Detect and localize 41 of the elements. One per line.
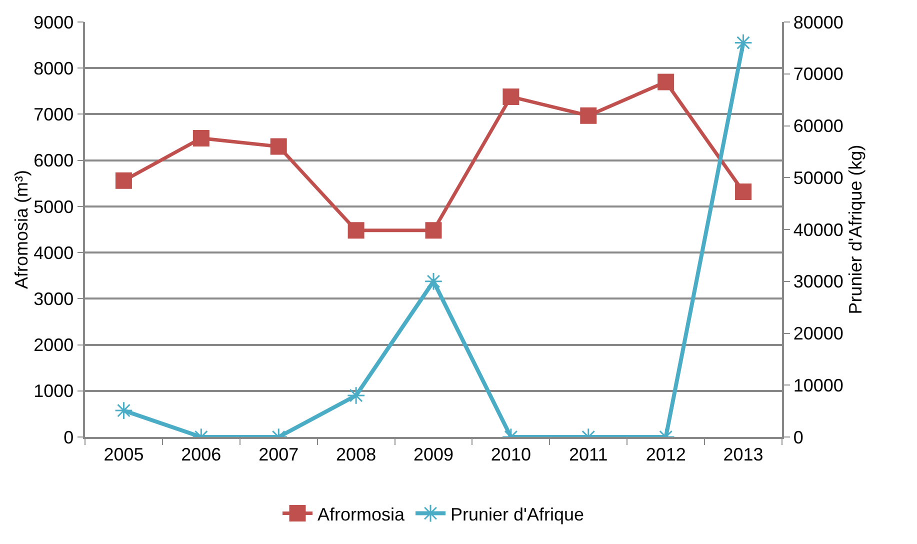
point [348, 222, 364, 239]
y-tick-label: 8000 [34, 58, 74, 78]
x-tick-label: 2006 [181, 444, 222, 464]
legend-label: Prunier d'Afrique [450, 504, 584, 524]
x-tick-label: 2011 [569, 444, 608, 464]
x-tick-label: 2009 [413, 444, 454, 464]
y2-tick-label: 20000 [793, 324, 844, 344]
x-tick-label: 2007 [258, 444, 299, 464]
point [115, 172, 132, 189]
point [735, 183, 752, 200]
point [658, 74, 674, 90]
x-tick-label: 2013 [723, 444, 764, 464]
y-tick-label: 4000 [34, 242, 74, 263]
y-tick-label: 0 [64, 427, 74, 448]
point [502, 88, 520, 105]
legend-label: Afrormosia [318, 504, 406, 524]
y2-tick-label: 10000 [793, 375, 844, 396]
y-tick-label: 6000 [34, 150, 74, 171]
y2-tick-label: 30000 [793, 272, 844, 292]
point [192, 130, 210, 146]
x-tick-label: 2008 [336, 444, 376, 464]
y-tick-label: 1000 [34, 381, 74, 402]
x-tick-label: 2005 [104, 444, 144, 464]
y-tick-label: 3000 [34, 288, 74, 309]
y2-axis-title: Prunier d'Afrique (kg) [845, 144, 866, 314]
y2-tick-label: 80000 [793, 12, 844, 32]
y2-tick-label: 0 [793, 427, 804, 448]
point [580, 107, 597, 124]
x-tick-label: 2010 [490, 444, 531, 464]
y2-tick-label: 60000 [793, 116, 844, 136]
y2-tick-label: 70000 [793, 64, 844, 84]
point [270, 138, 287, 155]
y2-tick-label: 50000 [793, 168, 844, 188]
y-tick-label: 9000 [34, 12, 74, 32]
y-axis-title: Afromosia (m³) [12, 170, 32, 290]
y2-tick-label: 40000 [793, 220, 844, 240]
point [425, 222, 442, 239]
y-tick-label: 5000 [34, 196, 74, 217]
x-tick-label: 2012 [646, 444, 686, 464]
y-tick-label: 7000 [34, 104, 74, 125]
y-tick-label: 2000 [34, 335, 74, 356]
